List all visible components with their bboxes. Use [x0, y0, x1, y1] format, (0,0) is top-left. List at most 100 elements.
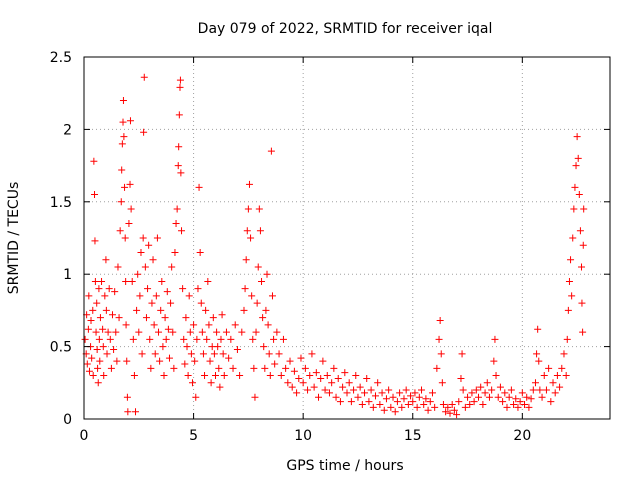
data-point	[453, 411, 461, 419]
data-point	[107, 364, 115, 372]
data-point	[295, 374, 303, 382]
data-point	[420, 401, 428, 409]
data-point	[321, 386, 329, 394]
data-point	[433, 364, 441, 372]
data-point	[190, 321, 198, 329]
data-point	[371, 392, 379, 400]
data-point	[187, 350, 195, 358]
data-point	[202, 306, 210, 314]
data-point	[150, 321, 158, 329]
data-point	[325, 389, 333, 397]
data-point	[120, 133, 128, 141]
data-point	[164, 325, 172, 333]
data-point	[128, 277, 136, 285]
y-tick-label: 0.5	[50, 340, 72, 356]
data-point	[282, 364, 290, 372]
data-point	[121, 234, 129, 242]
data-point	[341, 369, 349, 377]
data-point	[503, 403, 511, 411]
data-point	[105, 285, 113, 293]
axis-ticks	[83, 56, 610, 420]
data-point	[367, 386, 375, 394]
data-point	[288, 383, 296, 391]
data-point	[195, 183, 203, 191]
data-point	[400, 395, 408, 403]
data-point	[407, 392, 415, 400]
data-point	[115, 314, 123, 322]
data-point	[81, 335, 89, 343]
data-point	[167, 299, 175, 307]
data-point	[547, 398, 555, 406]
data-point	[562, 372, 570, 380]
data-point	[110, 345, 118, 353]
data-point	[253, 299, 261, 307]
data-point	[270, 335, 278, 343]
data-point	[580, 205, 588, 213]
data-point	[339, 383, 347, 391]
data-point	[93, 345, 101, 353]
data-point	[345, 379, 353, 387]
data-point	[123, 357, 131, 365]
data-point	[263, 270, 271, 278]
data-point	[485, 393, 493, 401]
data-point	[118, 140, 126, 148]
data-point	[545, 364, 553, 372]
data-point	[199, 350, 207, 358]
data-point	[188, 379, 196, 387]
data-point	[209, 314, 217, 322]
data-point	[365, 398, 373, 406]
data-point	[446, 409, 454, 417]
data-point	[560, 350, 568, 358]
data-point	[225, 354, 233, 362]
data-point	[111, 288, 119, 296]
data-point	[91, 191, 99, 199]
data-point	[558, 364, 566, 372]
data-point	[472, 386, 480, 394]
data-point	[134, 270, 142, 278]
data-point	[540, 372, 548, 380]
data-point	[553, 372, 561, 380]
data-point	[231, 321, 239, 329]
data-point	[376, 401, 384, 409]
data-point	[95, 285, 103, 293]
data-point	[569, 234, 577, 242]
data-point	[102, 306, 110, 314]
data-point	[96, 357, 104, 365]
data-point	[413, 403, 421, 411]
data-point	[194, 285, 202, 293]
data-point	[343, 389, 351, 397]
data-point	[534, 325, 542, 333]
data-point	[249, 335, 257, 343]
data-point	[88, 354, 96, 362]
data-point	[304, 386, 312, 394]
data-point	[122, 321, 130, 329]
data-point	[129, 335, 137, 343]
data-point	[238, 328, 246, 336]
data-point	[99, 343, 107, 351]
data-point	[363, 374, 371, 382]
data-point	[459, 386, 467, 394]
data-point	[308, 350, 316, 358]
data-point	[102, 256, 110, 264]
chart-title: Day 079 of 2022, SRMTID for receiver iqa…	[198, 21, 493, 37]
data-point	[521, 401, 529, 409]
data-point	[151, 350, 159, 358]
data-point	[491, 335, 499, 343]
data-point	[431, 403, 439, 411]
data-point	[457, 374, 465, 382]
y-tick-label: 1	[63, 267, 72, 283]
data-point	[175, 143, 183, 151]
data-point	[133, 306, 141, 314]
data-point	[568, 292, 576, 300]
data-point	[436, 317, 444, 325]
data-point	[252, 328, 260, 336]
data-point	[286, 357, 294, 365]
data-point	[91, 277, 99, 285]
data-point	[268, 292, 276, 300]
data-point	[448, 401, 456, 409]
data-point	[402, 386, 410, 394]
data-point	[214, 343, 222, 351]
data-point	[193, 335, 201, 343]
data-point	[127, 205, 135, 213]
data-point	[136, 292, 144, 300]
